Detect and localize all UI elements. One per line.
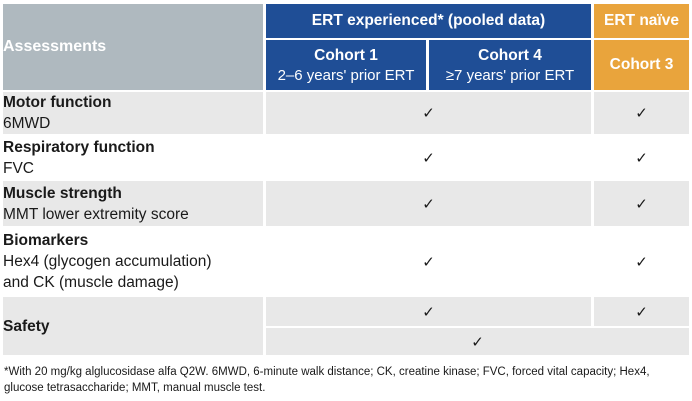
cohort4-title: Cohort 4 bbox=[478, 46, 542, 64]
assessment-label-cell: Safety bbox=[3, 297, 263, 355]
table-row-safety: Safety ✓ ✓ bbox=[3, 297, 690, 355]
pooled-checkmark: ✓ bbox=[266, 136, 592, 179]
cohort3-checkmark: ✓ bbox=[594, 92, 690, 134]
cohort1-subtitle: 2–6 years' prior ERT bbox=[277, 66, 415, 84]
row-title: Biomarkers bbox=[3, 232, 89, 249]
row-detail: FVC bbox=[3, 159, 34, 177]
table-row-respiratory-function: Respiratory function FVC ✓ ✓ bbox=[3, 136, 690, 179]
pooled-checkmark: ✓ bbox=[266, 92, 592, 134]
row-title: Motor function bbox=[3, 94, 112, 111]
assessment-label-cell: Motor function 6MWD bbox=[3, 92, 263, 134]
header-row-groups: Assessments ERT experienced* (pooled dat… bbox=[3, 4, 690, 90]
cohort3-checkmark: ✓ bbox=[594, 228, 690, 295]
table-row-biomarkers: Biomarkers Hex4 (glycogen accumulation) … bbox=[3, 228, 690, 295]
row-detail: MMT lower extremity score bbox=[3, 205, 189, 223]
cohort1-title: Cohort 1 bbox=[314, 46, 378, 64]
row-detail: 6MWD bbox=[3, 115, 51, 132]
header-row-cohorts: Cohort 1 2–6 years' prior ERT Cohort 4 ≥… bbox=[3, 40, 690, 90]
cohort4-header: Cohort 4 ≥7 years' prior ERT bbox=[429, 40, 592, 90]
table-row-motor-function: Motor function 6MWD ✓ ✓ bbox=[3, 92, 690, 134]
row-detail: Hex4 (glycogen accumulation) bbox=[3, 253, 212, 270]
row-title: Safety bbox=[3, 317, 50, 335]
all-cohorts-checkmark: ✓ bbox=[266, 328, 690, 355]
cohort3-checkmark: ✓ bbox=[594, 297, 690, 326]
footnote: *With 20 mg/kg alglucosidase alfa Q2W. 6… bbox=[4, 366, 650, 395]
row-detail-line2: and CK (muscle damage) bbox=[3, 274, 179, 291]
cohort3-checkmark: ✓ bbox=[594, 136, 690, 179]
assessments-table: Assessments ERT experienced* (pooled dat… bbox=[0, 2, 692, 357]
ert-naive-header: ERT naïve bbox=[594, 4, 690, 38]
table-row-safety-all-cohorts: ✓ bbox=[3, 328, 690, 355]
cohort3-checkmark: ✓ bbox=[594, 181, 690, 226]
table-row-muscle-strength: Muscle strength MMT lower extremity scor… bbox=[3, 181, 690, 226]
assessment-label-cell: Respiratory function FVC bbox=[3, 136, 263, 179]
row-title: Muscle strength bbox=[3, 184, 122, 202]
pooled-checkmark: ✓ bbox=[266, 297, 592, 326]
row-title: Respiratory function bbox=[3, 138, 155, 156]
cohort1-header: Cohort 1 2–6 years' prior ERT bbox=[266, 40, 426, 90]
assessment-label-cell: Biomarkers Hex4 (glycogen accumulation) … bbox=[3, 228, 263, 295]
cohort4-subtitle: ≥7 years' prior ERT bbox=[445, 66, 575, 84]
pooled-checkmark: ✓ bbox=[266, 181, 592, 226]
pooled-checkmark: ✓ bbox=[266, 228, 592, 295]
ert-experienced-header: ERT experienced* (pooled data) bbox=[266, 4, 592, 38]
cohort3-header: Cohort 3 bbox=[594, 40, 690, 90]
assessment-label-cell: Muscle strength MMT lower extremity scor… bbox=[3, 181, 263, 226]
assessments-header: Assessments bbox=[3, 4, 263, 90]
